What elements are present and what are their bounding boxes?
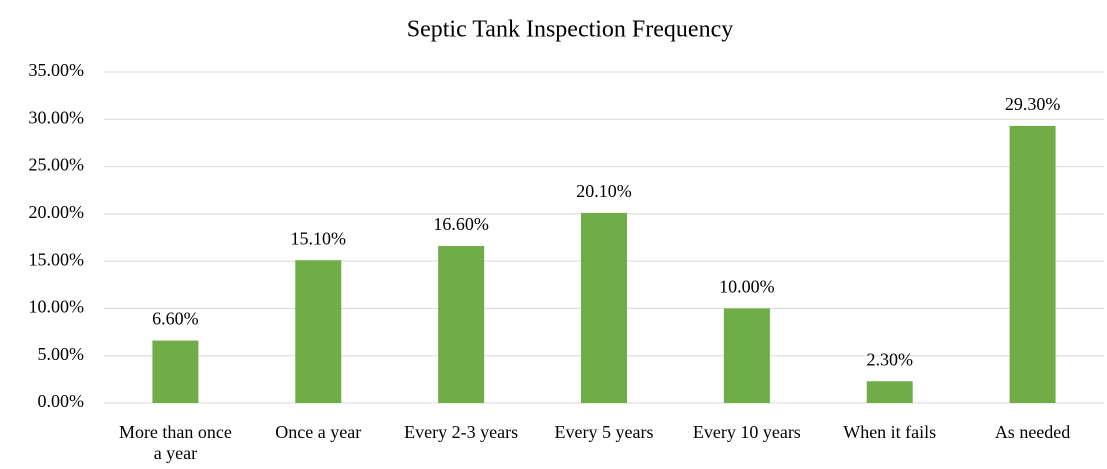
bar [723, 308, 770, 403]
y-tick-label: 15.00% [29, 249, 85, 269]
y-tick-label: 20.00% [29, 202, 85, 222]
x-tick-label: Every 5 years [554, 422, 654, 442]
y-tick-label: 30.00% [29, 107, 85, 127]
chart-title: Septic Tank Inspection Frequency [407, 17, 733, 43]
bar [581, 212, 627, 403]
x-tick-label: When it fails [843, 422, 937, 442]
bar [295, 260, 342, 403]
data-label: 6.60% [152, 309, 199, 329]
y-tick-label: 35.00% [29, 60, 85, 80]
x-tick-label: As needed [994, 422, 1071, 442]
x-tick-label: Every 2-3 years [404, 422, 519, 442]
x-tick-label: Once a year [275, 422, 362, 442]
x-tick-label: More than once a year [118, 422, 232, 463]
data-label: 29.30% [1005, 94, 1061, 114]
data-label: 20.10% [576, 181, 632, 201]
data-label: 2.30% [866, 349, 913, 369]
bar [866, 381, 913, 403]
x-tick-label: Every 10 years [692, 422, 801, 442]
y-tick-label: 0.00% [38, 391, 85, 411]
data-label: 10.00% [719, 277, 775, 297]
data-label: 15.10% [291, 228, 347, 248]
y-tick-label: 5.00% [38, 344, 85, 364]
bar [438, 246, 485, 403]
bar [152, 340, 199, 403]
y-tick-label: 10.00% [29, 297, 85, 317]
bar [1009, 125, 1056, 404]
y-tick-label: 25.00% [29, 155, 85, 175]
data-label: 16.60% [433, 214, 489, 234]
